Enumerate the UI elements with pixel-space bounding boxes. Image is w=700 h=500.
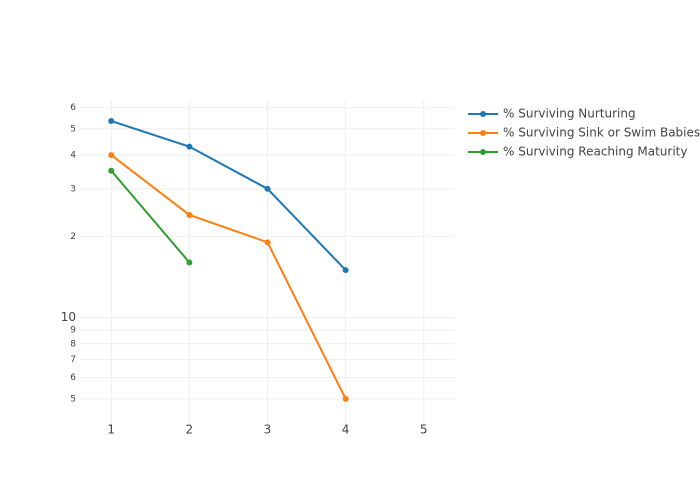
x-tick-label: 5 (420, 423, 428, 437)
data-point (108, 118, 115, 125)
legend-marker (480, 130, 486, 136)
data-point (186, 143, 193, 150)
y-tick-label: 8 (70, 339, 76, 349)
series-line (110, 154, 347, 400)
legend-label: % Surviving Reaching Maturity (503, 145, 687, 159)
x-tick-label: 2 (186, 423, 194, 437)
x-tick-label: 1 (107, 423, 115, 437)
series-line (110, 120, 347, 271)
x-tick-label: 3 (264, 423, 272, 437)
y-tick-label: 9 (70, 325, 76, 335)
y-tick-label: 6 (70, 103, 76, 113)
legend-label: % Surviving Nurturing (503, 107, 636, 121)
data-point (264, 239, 271, 246)
y-tick-label: 5 (70, 394, 76, 404)
data-point (108, 152, 115, 159)
legend: % Surviving Nurturing % Surviving Sink or… (468, 107, 700, 159)
data-point (186, 211, 193, 218)
y-tick-label: 5 (70, 124, 76, 134)
y-tick-label: 4 (70, 151, 76, 161)
y-tick-label: 10 (61, 310, 76, 324)
data-point (264, 185, 271, 192)
y-tick-label: 2 (70, 232, 76, 242)
y-tick-label: 6 (70, 373, 76, 383)
series-line (110, 170, 191, 264)
data-point (108, 167, 115, 174)
legend-label: % Surviving Sink or Swim Babies (503, 126, 700, 140)
legend-marker (480, 111, 486, 117)
legend-marker (480, 149, 486, 155)
data-point (186, 259, 193, 266)
data-point (342, 395, 349, 402)
data-point (342, 267, 349, 274)
y-tick-label: 7 (70, 355, 76, 365)
y-tick-label: 3 (70, 184, 76, 194)
x-tick-label: 4 (342, 423, 350, 437)
